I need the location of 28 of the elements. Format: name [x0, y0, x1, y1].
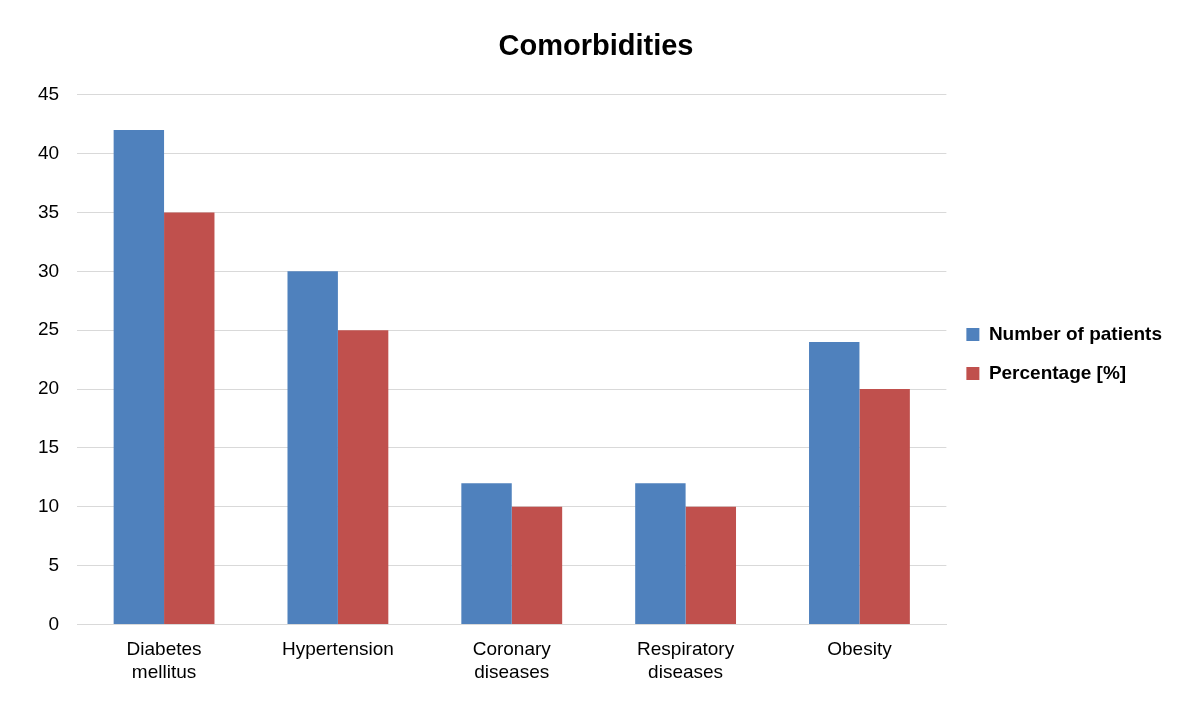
x-tick-label: Hypertension	[281, 638, 394, 660]
y-tick-label: 15	[37, 436, 60, 458]
legend-label: Number of patients	[988, 322, 1162, 344]
y-tick-label: 30	[37, 259, 60, 281]
x-tick-label: Respiratory diseases	[637, 638, 735, 682]
y-tick-label: 40	[37, 141, 60, 163]
y-tick-label: 45	[37, 83, 60, 105]
bar	[337, 330, 389, 624]
y-tick-label: 20	[37, 377, 60, 399]
bar	[461, 483, 512, 624]
chart-title: Comorbidities	[498, 29, 694, 62]
y-tick-label: 10	[37, 494, 60, 516]
bar	[511, 506, 563, 624]
y-tick-label: 25	[37, 318, 60, 340]
bar	[635, 483, 686, 624]
y-tick-label: 5	[48, 553, 60, 575]
x-tick-label: Obesity	[827, 638, 893, 660]
bar	[164, 212, 215, 624]
legend-label: Percentage [%]	[988, 361, 1127, 383]
y-tick-label: 0	[48, 612, 60, 634]
bar	[809, 341, 860, 624]
bar	[685, 506, 737, 624]
bar	[113, 130, 165, 624]
bar	[859, 389, 910, 624]
y-tick-label: 35	[37, 200, 60, 222]
bar	[287, 271, 338, 624]
x-tick-label: Diabetes mellitus	[126, 638, 202, 682]
x-tick-label: Coronary diseases	[472, 638, 552, 682]
